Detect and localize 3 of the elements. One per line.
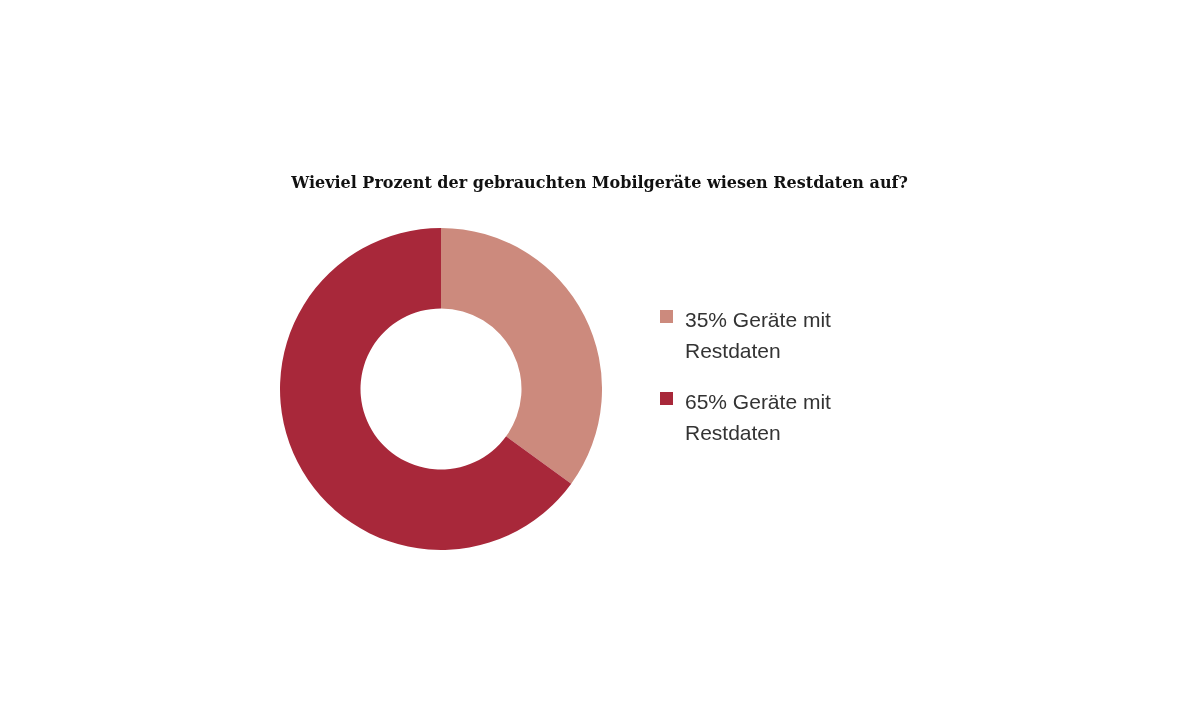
legend-label: 35% Geräte mit Restdaten [685, 307, 832, 364]
legend-label: 65% Geräte mit Restdaten [685, 389, 832, 446]
chart-title: Wieviel Prozent der gebrauchten Mobilgeräte wiesen Restdaten auf? [290, 173, 909, 192]
